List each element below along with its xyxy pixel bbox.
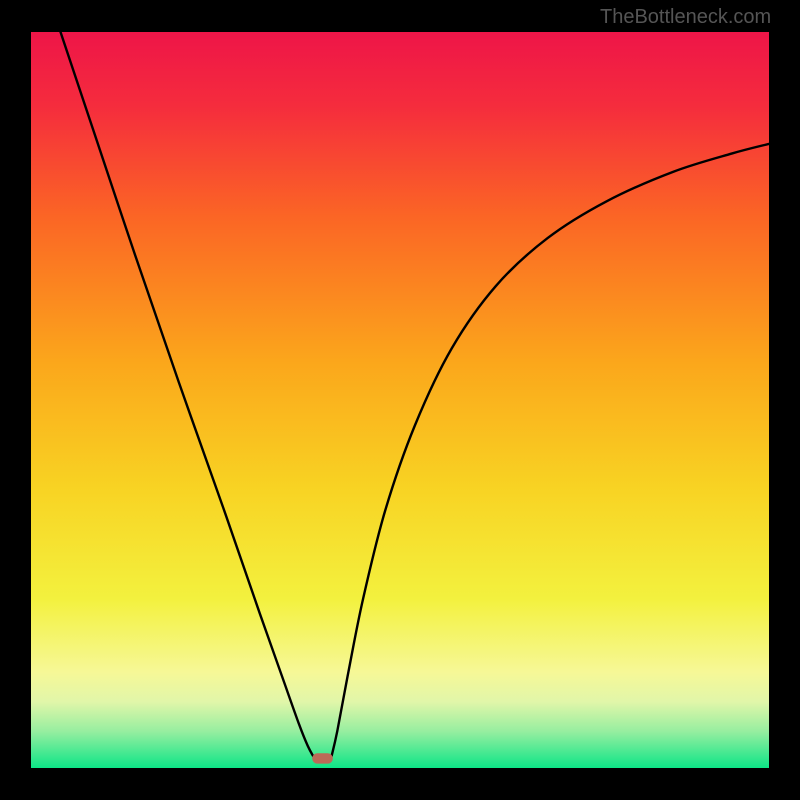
plot-area bbox=[31, 32, 769, 768]
min-marker bbox=[312, 753, 333, 763]
plot-background bbox=[31, 32, 769, 768]
watermark-text: TheBottleneck.com bbox=[600, 6, 771, 29]
plot-svg bbox=[31, 32, 769, 768]
chart-frame: TheBottleneck.com bbox=[0, 0, 800, 800]
